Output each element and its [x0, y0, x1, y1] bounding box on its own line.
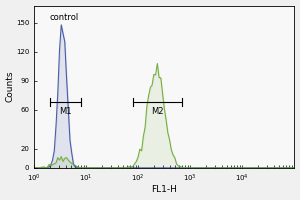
X-axis label: FL1-H: FL1-H [152, 185, 177, 194]
Text: M2: M2 [152, 107, 164, 116]
Y-axis label: Counts: Counts [6, 71, 15, 102]
Text: M1: M1 [59, 107, 72, 116]
Text: control: control [50, 13, 79, 22]
